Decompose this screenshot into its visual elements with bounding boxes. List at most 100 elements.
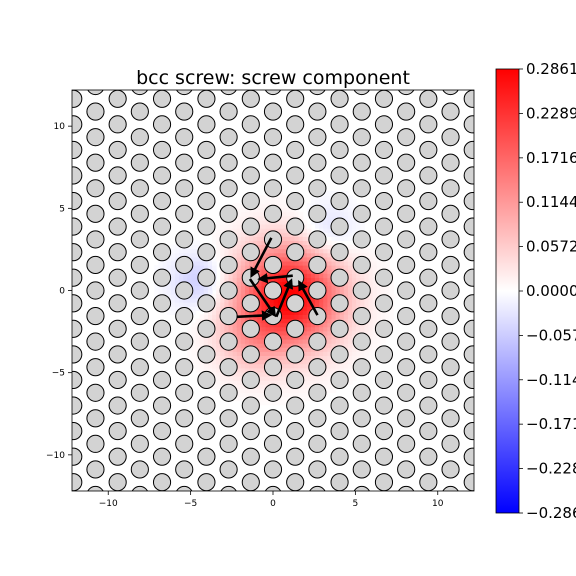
heatmap-cell [282,203,287,209]
heatmap-cell [282,232,287,237]
atom-marker [463,447,474,466]
heatmap-cell [368,285,374,291]
heatmap-cell [286,359,291,365]
atom-marker [219,409,238,428]
heatmap-cell [352,322,357,328]
heatmap-cell [302,392,308,398]
heatmap-cell [319,355,324,361]
heatmap-cell [319,297,324,303]
heatmap-cell [195,244,201,250]
atom-marker [130,358,149,377]
heatmap-cell [327,207,333,213]
heatmap-cell [273,199,279,205]
heatmap-cell [286,260,291,266]
heatmap-cell [372,293,378,299]
atom-marker [441,281,460,300]
displacement-arrow [248,278,277,318]
heatmap-cell [286,396,291,402]
heatmap-cell [335,363,341,369]
heatmap-cell [356,326,361,332]
heatmap-cell [298,310,304,315]
atom-marker [308,434,327,453]
heatmap-cell [216,256,221,262]
heatmap-cell [261,380,267,385]
heatmap-cell [240,285,246,291]
heatmap-cell [290,265,296,270]
atom-marker [308,358,327,377]
heatmap-cell [240,240,246,246]
heatmap-cell [331,240,337,246]
heatmap-cell [203,367,209,373]
heatmap-cell [339,314,345,320]
atom-marker [419,166,438,185]
heatmap-cell [327,219,333,225]
heatmap-cell [347,244,353,250]
atom-marker [108,191,127,211]
heatmap-cell [310,322,316,328]
heatmap-cell [310,375,316,381]
atom-marker [352,204,371,223]
heatmap-cell [166,285,172,291]
heatmap-cell [315,375,320,381]
heatmap-cell [327,310,333,315]
heatmap-cell [240,359,246,365]
atom-marker [441,179,460,198]
atom-marker [374,166,394,185]
heatmap-cell [236,363,242,369]
heatmap-cell [282,223,287,229]
heatmap-cell [207,260,213,266]
heatmap-cell [343,289,349,295]
colorbar-tick-label: −0.1144 [526,371,576,389]
heatmap-cell [261,269,267,274]
atom-marker [308,102,327,121]
heatmap-cell [372,285,378,291]
atom-marker [263,255,283,275]
heatmap-cell [232,347,238,352]
atom-marker [441,434,460,453]
atom-marker [264,90,282,96]
atom-marker [72,243,83,262]
atom-marker [309,90,326,96]
heatmap-cell [240,334,246,340]
heatmap-cell [323,207,328,213]
heatmap-cell [368,289,374,295]
heatmap-cell [261,289,267,295]
atom-marker [397,332,416,351]
atom-marker [397,383,416,402]
heatmap-cell [277,297,283,303]
heatmap-cell [216,297,221,303]
heatmap-cell [240,260,246,266]
heatmap-cell [261,371,267,377]
heatmap-cell [249,310,254,315]
heatmap-cell [240,215,246,221]
heatmap-cell [376,314,382,320]
atom-marker [441,153,460,172]
heatmap-cell [389,281,394,287]
heatmap-cell [372,343,378,348]
heatmap-cell [195,347,201,352]
heatmap-cell [195,293,201,299]
heatmap-cell [347,359,353,365]
heatmap-cell [380,310,386,315]
heatmap-cell [347,343,353,348]
heatmap-cell [306,228,312,233]
atom-marker [419,396,438,415]
heatmap-cell [273,302,279,307]
heatmap-cell [265,195,271,200]
heatmap-cell [327,232,333,237]
heatmap-cell [277,219,283,225]
heatmap-cell [199,314,205,320]
heatmap-cell [376,338,382,344]
heatmap-cell [327,343,333,348]
heatmap-cell [294,285,300,291]
heatmap-cell [240,318,246,324]
heatmap-cell [261,359,267,365]
atom-marker [108,447,127,466]
heatmap-cell [306,326,312,332]
heatmap-cell [286,388,291,394]
heatmap-cell [236,277,242,283]
atom-marker [352,230,371,249]
atom-marker [241,140,260,159]
heatmap-cell [261,199,267,205]
heatmap-cell [257,322,263,328]
